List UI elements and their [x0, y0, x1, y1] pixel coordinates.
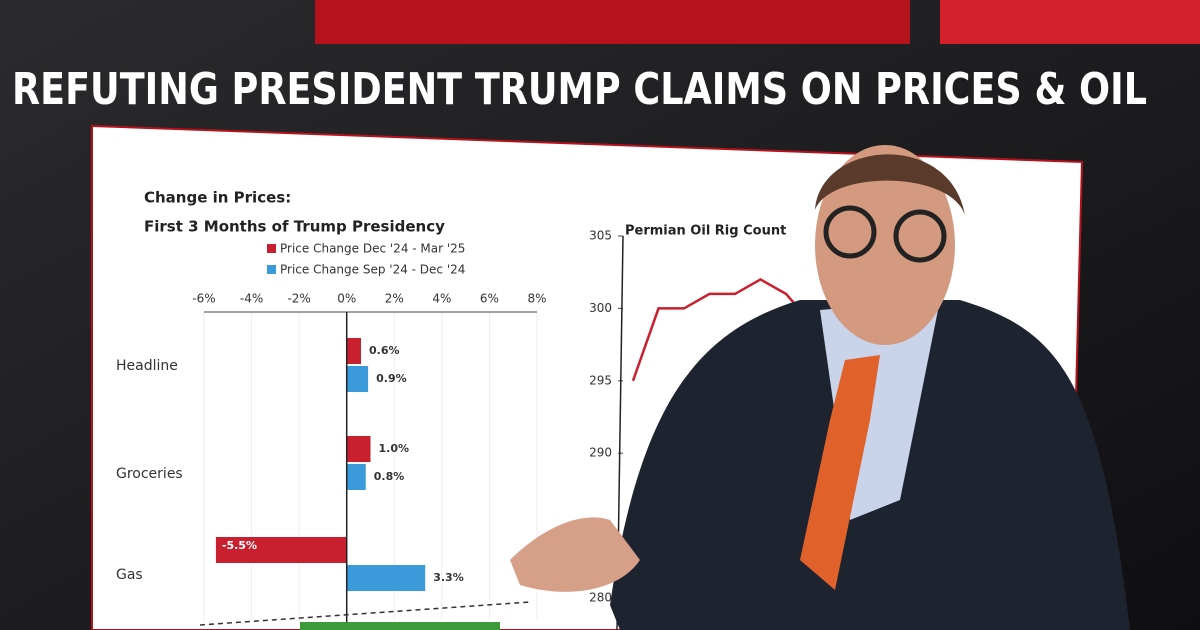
bar [346, 338, 361, 364]
data-line [631, 278, 813, 382]
category-label: Groceries [116, 466, 183, 482]
value-label: 0.6% [369, 344, 400, 357]
head [815, 145, 955, 345]
hair [815, 154, 965, 215]
bar [346, 366, 369, 392]
x-tick-label: 6% [480, 292, 499, 306]
glasses-right [893, 209, 947, 263]
headline: REFUTING PRESIDENT TRUMP CLAIMS ON PRICE… [12, 64, 1147, 115]
presenter [510, 145, 1130, 630]
category-label: Gas [116, 567, 143, 583]
glasses-left [823, 205, 877, 259]
bar [346, 565, 426, 591]
x-tick-label: -2% [287, 292, 310, 306]
legend-label: Price Change Dec '24 - Mar '25 [280, 242, 465, 256]
value-label: 1.0% [379, 442, 410, 455]
charts: Change in Prices: First 3 Months of Trump… [116, 189, 813, 630]
tie [800, 355, 880, 590]
bar [346, 436, 371, 462]
value-label: 3.3% [433, 571, 464, 584]
hand [510, 517, 640, 592]
legend-swatch [267, 244, 276, 253]
chart-title: Change in Prices: [144, 189, 291, 207]
partial-bar [300, 622, 500, 630]
value-label: -5.5% [222, 539, 257, 552]
category-label: Headline [116, 358, 178, 374]
bar [346, 464, 366, 490]
bar [215, 537, 347, 563]
top-banner [315, 0, 910, 44]
legend-swatch [267, 265, 276, 274]
y-tick-label: 280 [589, 591, 612, 605]
x-tick-label: 0% [337, 292, 356, 306]
x-tick-label: 8% [527, 292, 546, 306]
y-tick-label: 290 [589, 446, 612, 460]
divider [199, 601, 531, 626]
value-label: 0.8% [374, 470, 405, 483]
x-tick-label: -6% [192, 292, 215, 306]
value-label: 0.9% [376, 372, 407, 385]
x-tick-label: 4% [432, 292, 451, 306]
chart-subtitle: First 3 Months of Trump Presidency [144, 218, 445, 236]
y-tick-label: 295 [589, 373, 612, 387]
x-tick-label: 2% [385, 292, 404, 306]
x-tick-label: -4% [240, 292, 263, 306]
y-tick-label: 300 [589, 301, 612, 315]
chart-title: Permian Oil Rig Count [625, 224, 786, 239]
legend-label: Price Change Sep '24 - Dec '24 [280, 263, 465, 277]
top-banner-right [940, 0, 1200, 44]
y-tick-label: 305 [589, 229, 612, 243]
